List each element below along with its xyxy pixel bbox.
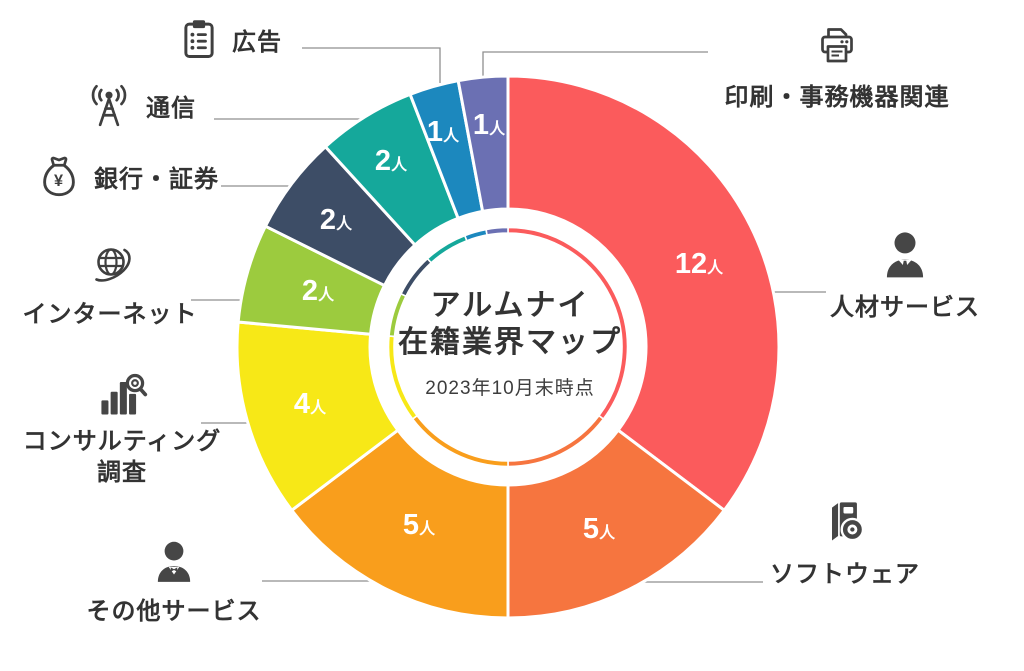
clipboard-list-icon [178,18,220,60]
inner-ring-telecom [426,234,468,264]
software-box-icon [819,497,871,549]
category-label-jinzai-services: 人材サービス [820,226,990,322]
leader-line-printing-office [482,51,708,78]
value-label-internet: 2人 [302,275,335,307]
category-label-other-services: その他サービス [86,536,262,626]
antenna-icon [84,80,134,130]
category-label-text: その他サービス [86,598,262,625]
value-label-software: 5人 [583,513,616,545]
category-label-text: コンサルティング 調査 [22,428,222,487]
bar-chart-magnifier-icon [96,369,148,421]
slice-printing-office [456,74,510,213]
value-label-banking-securities: 2人 [320,204,353,236]
money-bag-icon: ¥ [36,153,82,199]
chart-center-label: アルムナイ 在籍業界マップ 2023年10月末時点 [398,288,622,400]
inner-ring-advertising [463,228,488,242]
value-label-advertising: 1人 [427,116,460,148]
slice-other-services [290,428,510,620]
inner-ring-printing-office [485,226,509,236]
businessman-icon [877,226,933,282]
category-label-internet: インターネット [22,241,198,329]
chart-subtitle: 2023年10月末時点 [425,378,595,400]
printer-icon [813,24,861,72]
value-label-jinzai-services: 12人 [675,248,724,280]
value-label-telecom: 2人 [375,145,408,177]
category-label-text: 通信 [146,94,196,122]
category-label-text: ソフトウェア [770,561,920,588]
waiter-icon [149,536,199,586]
category-label-text: 印刷・事務機器関連 [724,84,950,111]
category-label-text: 銀行・証券 [94,165,219,193]
chart-title-line1: アルムナイ [430,288,590,322]
value-label-other-services: 5人 [403,509,436,541]
svg-text:¥: ¥ [54,172,64,190]
category-label-printing-office: 印刷・事務機器関連 [699,24,975,112]
chart-title-line2: 在籍業界マップ [398,325,622,359]
category-label-consulting-research: コンサルティング 調査 [22,369,222,488]
slice-jinzai-services [506,74,781,512]
globe-icon [86,241,134,289]
value-label-printing-office: 1人 [473,109,506,141]
slice-software [506,428,726,620]
category-label-telecom: 通信 [84,80,196,130]
category-label-text: 人材サービス [830,294,980,321]
leader-line-advertising [302,47,441,83]
category-label-text: 広告 [232,28,282,56]
category-label-software: ソフトウェア [760,497,930,589]
category-label-advertising: 広告 [178,18,282,60]
category-label-banking-securities: ¥ 銀行・証券 [36,153,219,199]
category-label-text: インターネット [22,301,198,328]
value-label-consulting-research: 4人 [294,388,327,420]
